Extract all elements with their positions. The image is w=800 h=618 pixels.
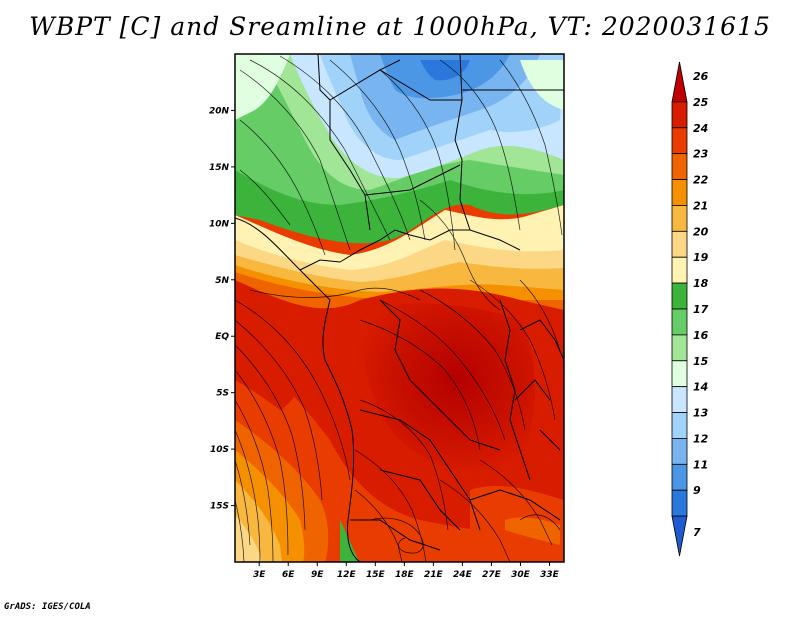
lat-tick-label: 20N [209,106,230,116]
colorbar-swatch [671,412,688,439]
map-frame [234,53,565,563]
lon-tick-label: 12E [337,570,357,580]
lon-tick-label: 3E [253,570,266,580]
colorbar-label: 22 [693,174,709,187]
lon-tick-label: 21E [424,570,444,580]
colorbar-swatch [671,386,688,413]
colorbar-swatch [671,438,688,465]
colorbar-label: 14 [693,381,708,394]
longitude-axis: 3E 6E 9E 12E 15E 18E 21E 24E 27E 30E 33E [253,562,560,580]
colorbar-label: 11 [693,458,708,471]
colorbar-swatch [671,205,688,232]
lon-tick-label: 6E [282,570,295,580]
lon-tick-label: 15E [366,570,386,580]
colorbar-swatch [671,230,688,258]
lon-tick-label: 18E [395,570,415,580]
lat-tick-label: 15N [209,163,230,173]
wbpt-field [235,54,564,562]
colorbar-swatch [671,360,688,388]
colorbar-label: 16 [693,329,709,342]
lat-tick-label: 15S [210,502,229,512]
colorbar-label: 21 [693,199,708,212]
colorbar-label: 26 [693,70,709,83]
colorbar-label: 19 [693,251,709,264]
colorbar-swatch [671,334,688,362]
latitude-axis: 20N 15N 10N 5N EQ 5S 10S 15S [209,106,235,512]
lat-tick-label: EQ [215,332,229,342]
lon-tick-label: 24E [453,570,473,580]
colorbar-swatch [671,463,688,491]
colorbar-label: 20 [693,225,709,238]
lat-tick-label: 5S [216,389,229,399]
lon-tick-label: 27E [482,570,502,580]
colorbar-label: 9 [693,484,701,497]
lon-tick-label: 33E [540,570,560,580]
colorbar-swatch [671,489,688,517]
colorbar-label: 18 [693,277,709,290]
chart-title: WBPT [C] and Sreamline at 1000hPa, VT: 2… [29,12,771,41]
colorbar-label: 24 [693,122,708,135]
colorbar-label: 23 [693,148,709,161]
credit-text: GrADS: IGES/COLA [4,602,91,612]
colorbar-swatch [671,127,688,155]
colorbar-label: 25 [693,96,709,109]
colorbar-label: 7 [693,526,701,539]
coastline-borders [235,54,564,562]
colorbar-label: 17 [693,303,709,316]
colorbar-swatch [671,515,688,557]
colorbar: 26 25 24 23 22 21 20 19 18 17 16 15 14 13 12 11 9 7 [671,61,709,557]
colorbar-swatch [671,308,688,336]
lat-tick-label: 5N [215,276,229,286]
colorbar-swatch [671,179,688,206]
colorbar-label: 13 [693,407,709,420]
colorbar-swatch [671,256,688,284]
lon-tick-label: 9E [311,570,324,580]
lon-tick-label: 30E [511,570,531,580]
colorbar-swatch [671,101,688,129]
lat-tick-label: 10S [210,445,229,455]
streamlines [235,55,563,562]
colorbar-swatch [671,61,688,103]
colorbar-swatch [671,282,688,310]
colorbar-swatch [671,153,688,180]
colorbar-label: 12 [693,432,709,445]
colorbar-label: 15 [693,355,709,368]
lat-tick-label: 10N [209,219,230,229]
